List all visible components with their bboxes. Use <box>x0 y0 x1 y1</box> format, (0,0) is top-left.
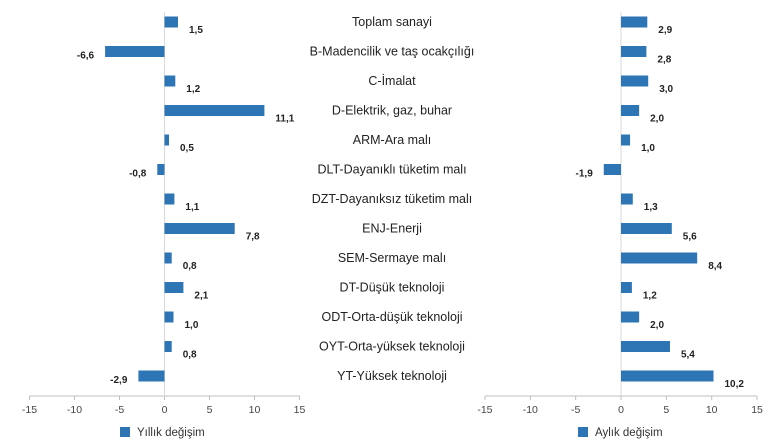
monthly-x-tick-label: 10 <box>706 404 718 416</box>
yearly-data-label: 0,5 <box>180 143 194 154</box>
monthly-x-tick-label: 0 <box>618 404 624 416</box>
category-label: B-Madencilik ve taş ocakçılığı <box>310 45 475 59</box>
category-label: D-Elektrik, gaz, buhar <box>332 104 452 118</box>
category-labels: Toplam sanayi B-Madencilik ve taş ocakçıl… <box>310 15 475 383</box>
yearly-bar <box>164 16 178 28</box>
yearly-x-tick-label: 15 <box>294 404 306 416</box>
category-label: DT-Düşük teknoloji <box>340 281 445 295</box>
monthly-x-tick-label: -10 <box>523 404 538 416</box>
category-label: ODT-Orta-düşük teknoloji <box>321 310 462 324</box>
monthly-x-tick-label: 15 <box>751 404 763 416</box>
left-panel-yearly: -15 -10 -5 0 5 10 15 1,5 -6,6 1,2 11,1 0,5 -0,8 1,1 7,… <box>22 12 306 439</box>
yearly-data-label: -2,9 <box>110 375 128 386</box>
yearly-bar <box>164 105 265 116</box>
yearly-x-tick-label: 5 <box>207 404 213 416</box>
yearly-data-label: 0,8 <box>183 350 197 361</box>
right-panel-monthly: -15 -10 -5 0 5 10 15 2,9 2,8 3,0 2,0 1,0 -1,9 1,3 5,6 8… <box>477 12 763 439</box>
monthly-x-tick-label: -15 <box>477 404 492 416</box>
yearly-x-tick-label: -10 <box>67 404 82 416</box>
monthly-data-label: 2,8 <box>657 55 671 66</box>
yearly-bar <box>164 134 169 146</box>
category-label: DLT-Dayanıklı tüketim malı <box>317 163 466 177</box>
monthly-data-label: 1,0 <box>641 143 655 154</box>
monthly-legend-swatch <box>578 427 588 437</box>
monthly-bar <box>621 134 631 146</box>
monthly-bar <box>621 46 647 57</box>
monthly-data-label: 1,2 <box>643 291 657 302</box>
yearly-data-label: 1,0 <box>185 320 199 331</box>
yearly-legend-label: Yıllık değişim <box>137 427 205 439</box>
monthly-data-label: 8,4 <box>708 261 722 272</box>
yearly-data-label: 1,1 <box>185 202 199 213</box>
yearly-data-label: 2,1 <box>194 291 208 302</box>
category-label: ENJ-Enerji <box>362 222 422 236</box>
monthly-data-label: 2,0 <box>650 320 664 331</box>
category-label: SEM-Sermaye malı <box>338 251 446 265</box>
yearly-x-tick-label: -15 <box>22 404 37 416</box>
yearly-bar <box>164 341 172 352</box>
monthly-bar <box>621 311 640 323</box>
monthly-data-label: 5,6 <box>683 232 697 243</box>
yearly-bar <box>164 75 176 87</box>
monthly-data-label: 3,0 <box>659 84 673 95</box>
yearly-x-tick-label: -5 <box>115 404 124 416</box>
monthly-data-label: 1,3 <box>644 202 658 213</box>
monthly-bar <box>621 16 648 28</box>
monthly-x-tick-label: 5 <box>663 404 669 416</box>
category-label: ARM-Ara malı <box>353 133 431 147</box>
monthly-bar <box>621 193 633 205</box>
yearly-bar <box>157 164 165 175</box>
yearly-data-label: -6,6 <box>77 51 95 62</box>
yearly-data-label: 11,1 <box>275 114 294 125</box>
monthly-data-label: 2,9 <box>658 25 672 36</box>
monthly-legend-label: Aylık değişim <box>595 427 663 439</box>
yearly-bar <box>164 252 172 264</box>
monthly-data-label: 2,0 <box>650 114 664 125</box>
yearly-bar <box>105 46 165 57</box>
yearly-data-label: 1,2 <box>186 84 200 95</box>
monthly-bar <box>621 223 672 234</box>
category-label: Toplam sanayi <box>352 15 432 29</box>
category-label: OYT-Orta-yüksek teknoloji <box>319 340 465 354</box>
yearly-x-tick-label: 10 <box>249 404 261 416</box>
yearly-bar <box>164 223 235 234</box>
yearly-x-tick-label: 0 <box>162 404 168 416</box>
category-label: C-İmalat <box>368 74 416 88</box>
monthly-bar <box>621 370 714 382</box>
yearly-bar <box>164 282 184 293</box>
yearly-bar <box>164 311 174 323</box>
monthly-bar <box>621 105 640 116</box>
yearly-legend-swatch <box>120 427 130 437</box>
monthly-bar <box>621 252 698 264</box>
yearly-bar <box>138 370 165 382</box>
yearly-data-label: 7,8 <box>246 232 260 243</box>
yearly-data-label: 0,8 <box>183 261 197 272</box>
monthly-x-tick-label: -5 <box>571 404 580 416</box>
monthly-bar <box>621 341 670 352</box>
monthly-data-label: 5,4 <box>681 350 695 361</box>
monthly-bar <box>621 75 649 87</box>
yearly-data-label: 1,5 <box>189 25 203 36</box>
monthly-bar <box>621 282 632 293</box>
category-label: DZT-Dayanıksız tüketim malı <box>312 192 472 206</box>
yearly-bar <box>164 193 175 205</box>
yearly-data-label: -0,8 <box>129 169 147 180</box>
monthly-bar <box>603 164 621 175</box>
monthly-data-label: 10,2 <box>725 379 745 390</box>
category-label: YT-Yüksek teknoloji <box>337 369 447 383</box>
monthly-data-label: -1,9 <box>576 169 594 180</box>
